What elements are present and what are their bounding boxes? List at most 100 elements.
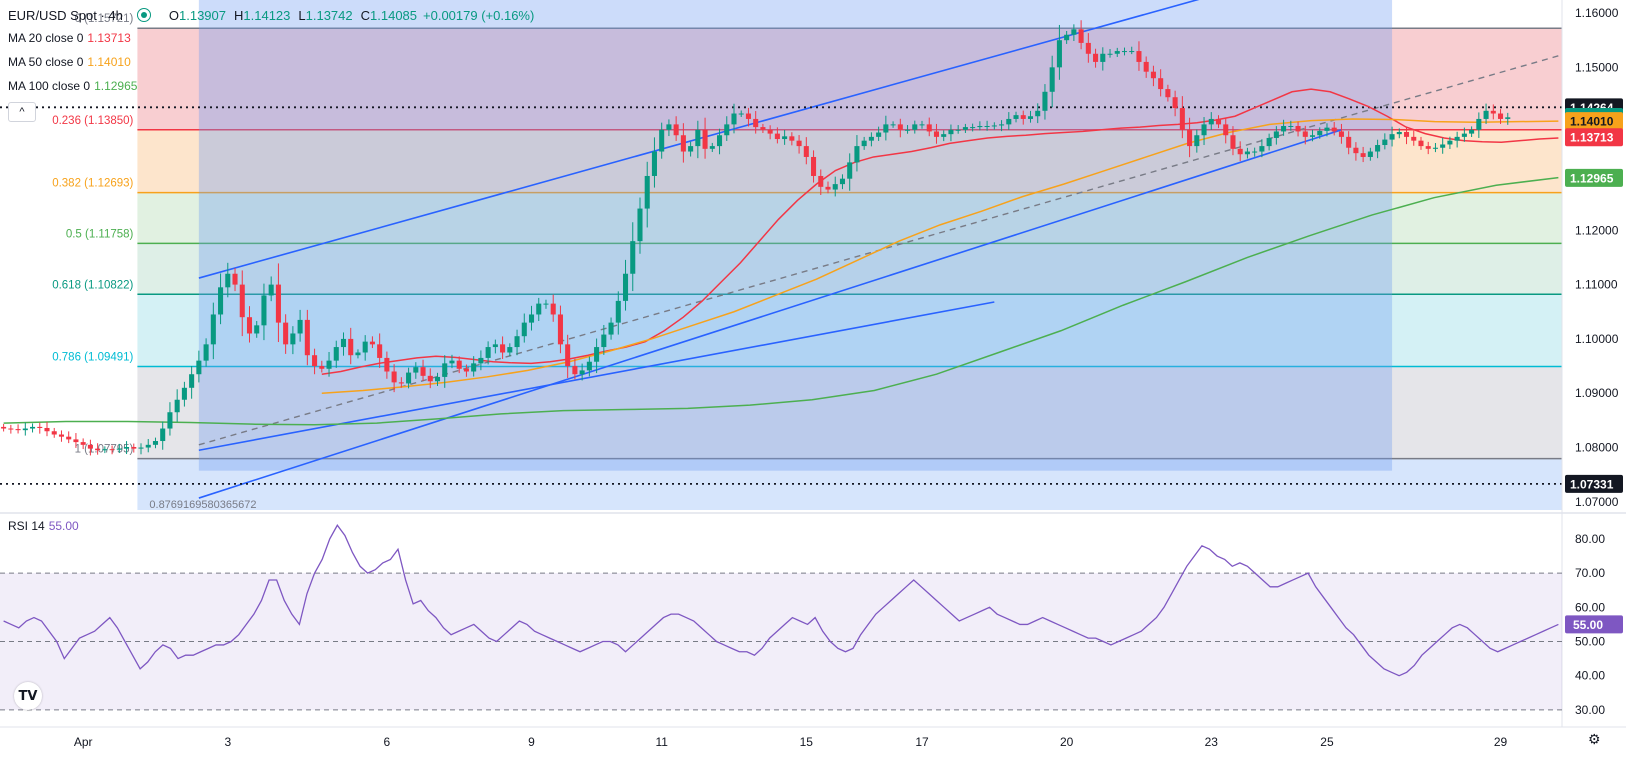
candle-body <box>1194 135 1200 147</box>
candle-body <box>919 124 925 126</box>
candle-body <box>1006 118 1012 125</box>
candle-body <box>1331 127 1337 132</box>
candle-body <box>861 140 867 147</box>
time-tick-label: Apr <box>74 735 93 749</box>
candle-body <box>753 118 759 128</box>
rsi-line <box>3 524 1559 677</box>
price-tick-label: 1.08000 <box>1575 441 1619 455</box>
ma100-legend[interactable]: MA 100 close 0 1.12965 <box>8 79 137 93</box>
time-tick-label: 23 <box>1205 735 1219 749</box>
moving-average-line <box>321 88 1559 375</box>
candle-body <box>1367 151 1373 157</box>
candle-body <box>449 360 455 364</box>
candle-body <box>348 338 354 356</box>
time-tick-label: 3 <box>224 735 231 749</box>
candle-body <box>767 129 773 134</box>
candle-body <box>51 431 57 435</box>
candle-body <box>174 399 180 413</box>
time-tick-label: 6 <box>384 735 391 749</box>
candle-body <box>970 127 976 129</box>
candle-body <box>1338 131 1344 137</box>
rsi-tick-label: 70.00 <box>1575 566 1605 580</box>
candle-body <box>1425 146 1431 149</box>
candle-body <box>897 124 903 130</box>
candle-body <box>1403 131 1410 137</box>
trend-line <box>198 301 995 452</box>
candle-body <box>232 273 238 285</box>
moving-average-line <box>3 176 1559 426</box>
chart-header: EUR/USD Spot · 4h O 1.13907 H 1.14123 L 1.1… <box>8 6 534 24</box>
fib-level-label: 0.5 (1.11758) <box>66 228 134 240</box>
fib-extension-label: 0.8769169580365672 <box>149 499 256 511</box>
candle-body <box>58 434 64 437</box>
candle-body <box>745 113 751 119</box>
price-tick-label: 1.12000 <box>1575 223 1619 237</box>
fib-level-label: 0 (1.15721) <box>75 13 134 25</box>
candle-body <box>818 175 824 187</box>
candle-body <box>832 184 838 190</box>
candle-body <box>1208 118 1214 125</box>
candle-body <box>471 363 477 372</box>
candle-body <box>398 382 404 384</box>
price-tag-label: 1.12965 <box>1570 171 1614 185</box>
candle-body <box>839 178 845 185</box>
candle-body <box>933 131 940 137</box>
candle-body <box>854 146 860 163</box>
candle-body <box>1505 117 1511 119</box>
candle-body <box>1346 136 1352 148</box>
ma100-label: MA 100 close 0 <box>8 79 91 93</box>
candle-body <box>1136 51 1142 62</box>
candle-body <box>391 371 397 383</box>
rsi-band <box>0 573 1562 710</box>
candle-body <box>1107 53 1113 55</box>
gear-icon[interactable]: ⚙ <box>1588 731 1601 747</box>
high-label: H <box>234 7 244 23</box>
fib-level-label: 0.618 (1.10822) <box>52 279 133 291</box>
channel-box <box>198 0 1393 471</box>
ma50-legend[interactable]: MA 50 close 0 1.14010 <box>8 55 131 69</box>
candle-body <box>912 124 918 130</box>
fib-zone <box>137 458 1562 510</box>
low-value: 1.13742 <box>305 7 353 23</box>
candle-body <box>999 124 1005 126</box>
candle-body <box>30 426 36 429</box>
candle-body <box>594 347 600 362</box>
candle-body <box>1035 110 1041 117</box>
time-tick-label: 25 <box>1320 735 1334 749</box>
candle-body <box>991 125 997 127</box>
candle-body <box>1252 151 1258 153</box>
rsi-value-tag <box>1565 615 1623 634</box>
close-label: C <box>360 7 371 23</box>
candle-body <box>847 162 853 179</box>
fib-zone <box>137 192 1562 244</box>
tradingview-logo[interactable]: TV <box>14 682 42 710</box>
candle-body <box>8 428 14 430</box>
ma20-value: 1.13713 <box>87 31 131 45</box>
candle-body <box>1309 135 1316 137</box>
candle-body <box>319 366 325 369</box>
symbol-title[interactable]: EUR/USD Spot · 4h <box>8 7 123 23</box>
candle-body <box>1259 146 1265 152</box>
candle-body <box>883 124 889 133</box>
candle-body <box>666 124 672 130</box>
candle-body <box>774 133 780 140</box>
ma50-value: 1.14010 <box>87 55 131 69</box>
candle-body <box>680 135 686 152</box>
candle-body <box>586 361 592 371</box>
candle-body <box>384 357 390 372</box>
candle-body <box>290 333 296 345</box>
candle-body <box>579 370 585 375</box>
candle-body <box>1187 129 1193 147</box>
candle-body <box>1013 115 1019 119</box>
ma20-legend[interactable]: MA 20 close 0 1.13713 <box>8 31 131 45</box>
candle-body <box>1382 139 1388 146</box>
collapse-legend-button[interactable]: ^ <box>8 102 36 122</box>
candle-body <box>622 273 629 301</box>
rsi-legend[interactable]: RSI 14 55.00 <box>8 519 79 533</box>
candle-body <box>109 449 115 451</box>
candle-body <box>1302 131 1308 137</box>
candle-body <box>811 156 817 176</box>
candle-body <box>500 344 506 353</box>
candle-body <box>615 300 621 323</box>
